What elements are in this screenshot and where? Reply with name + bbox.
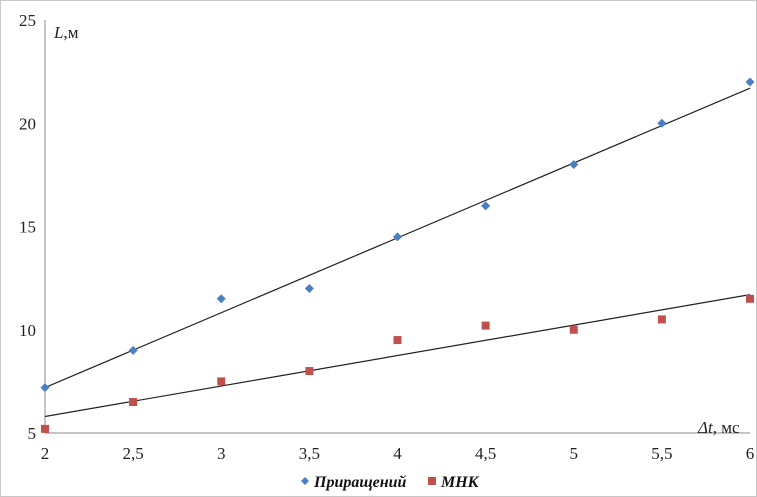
x-tick-label: 2 <box>41 444 50 463</box>
y-tick-labels: 5 10 15 20 25 <box>19 11 36 443</box>
data-point-square <box>569 325 578 334</box>
y-tick-label: 25 <box>19 11 36 30</box>
data-point-square <box>217 377 226 386</box>
data-point-diamond <box>304 283 314 293</box>
x-axis-label: Δt, мс <box>697 418 740 437</box>
legend: Приращений МНК <box>301 474 480 491</box>
x-tick-label: 6 <box>746 444 755 463</box>
x-tick-label: 4,5 <box>475 444 496 463</box>
y-tick-label: 20 <box>19 114 36 133</box>
data-point-diamond <box>40 383 50 393</box>
x-tick-label: 4 <box>393 444 402 463</box>
x-axis-label-unit: , мс <box>713 418 740 437</box>
data-point-square <box>305 367 314 376</box>
data-point-diamond <box>745 77 755 87</box>
y-axis-label: L,м <box>53 23 79 42</box>
legend-label-0: Приращений <box>313 474 407 491</box>
x-tick-labels: 2 2,5 3 3,5 4 4,5 5 5,5 6 <box>41 444 755 463</box>
x-tick-label: 3,5 <box>299 444 320 463</box>
x-tick-label: 3 <box>217 444 226 463</box>
x-tick-label: 5,5 <box>651 444 672 463</box>
trendlines <box>44 87 751 418</box>
data-point-square <box>746 294 754 303</box>
x-tick-label: 2,5 <box>123 444 144 463</box>
trendline-1 <box>44 294 751 418</box>
y-tick-label: 5 <box>28 424 37 443</box>
y-axis-label-unit: ,м <box>63 23 78 42</box>
data-point-diamond <box>481 201 491 211</box>
x-tick-label: 5 <box>570 444 579 463</box>
data-point-diamond <box>128 345 138 355</box>
data-point-diamond <box>657 118 667 128</box>
y-axis-label-var: L <box>53 23 63 42</box>
legend-marker-square <box>428 477 436 485</box>
legend-marker-diamond <box>301 477 309 485</box>
data-point-diamond <box>216 294 226 304</box>
data-point-diamond <box>393 232 402 242</box>
y-tick-label: 15 <box>19 218 36 237</box>
legend-label-1: МНК <box>440 474 480 491</box>
data-point-square <box>481 321 490 330</box>
x-axis-label-var: Δt <box>697 418 714 437</box>
data-point-square <box>657 315 666 324</box>
y-tick-label: 10 <box>19 321 36 340</box>
data-point-diamond <box>569 160 579 170</box>
data-point-square <box>41 424 49 433</box>
data-point-square <box>393 336 402 345</box>
data-points <box>40 77 755 433</box>
axes <box>44 20 750 434</box>
data-point-square <box>129 398 138 407</box>
